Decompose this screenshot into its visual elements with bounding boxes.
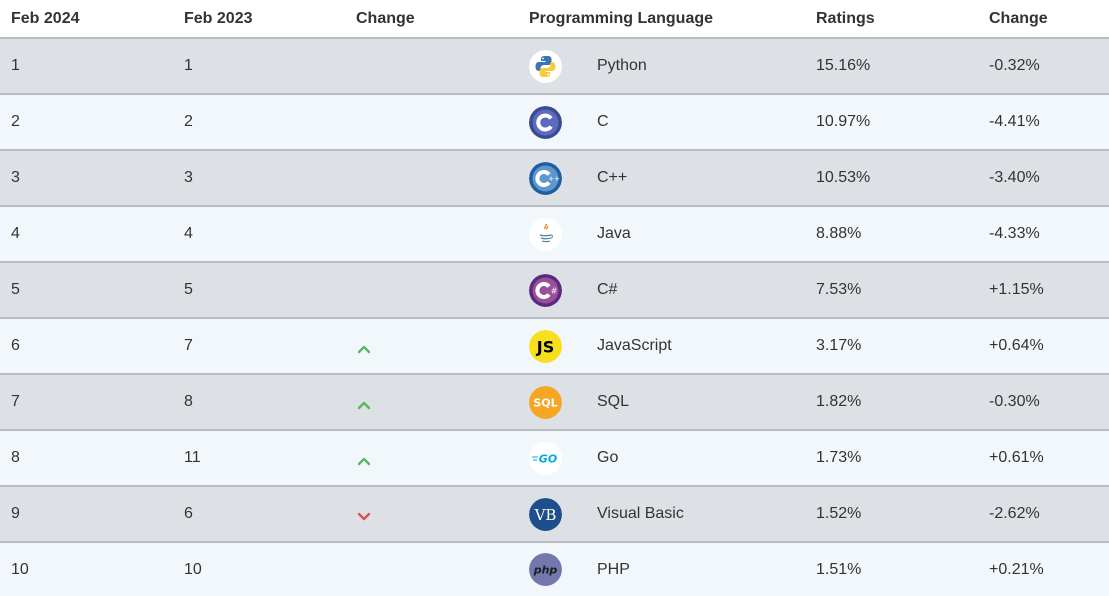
rank-feb-2023: 4 [184, 225, 193, 242]
svg-text:#: # [551, 286, 558, 295]
rank-feb-2024: 10 [11, 560, 29, 578]
python-logo-icon [529, 49, 562, 83]
java-logo-icon [529, 217, 562, 251]
table-row: 2 2 C 10.97% -4.41% [0, 95, 1109, 151]
language-name: C [597, 113, 609, 130]
rating-value: 1.73% [816, 449, 862, 466]
go-logo-text: GO [539, 452, 557, 465]
rating-change-value: -0.30% [989, 393, 1040, 410]
trend-up-arrow-icon [357, 453, 371, 466]
php-logo-text: php [533, 564, 558, 577]
rating-value: 8.88% [816, 225, 862, 242]
rank-feb-2023: 11 [184, 449, 201, 466]
header-programming-language: Programming Language [529, 9, 714, 27]
table-header: Feb 2024 Feb 2023 Change Programming Lan… [0, 0, 1109, 39]
rank-feb-2023: 7 [184, 337, 193, 354]
javascript-logo-icon: JS [529, 329, 562, 363]
language-name: C++ [597, 169, 628, 186]
trend-up-arrow-icon [357, 397, 371, 410]
table-row: 8 11 GO Go 1.73% +0.61% [0, 431, 1109, 487]
table-row: 3 3 ++ C++ 10.53% -3.40% [0, 151, 1109, 207]
javascript-logo-text: JS [536, 337, 554, 356]
rating-change-value: +0.61% [989, 449, 1044, 466]
rating-change-value: +0.21% [989, 560, 1044, 578]
csharp-logo-icon: # [529, 273, 562, 307]
table-row: 6 7 JS JavaScript 3.17% +0.64% [0, 319, 1109, 375]
rank-feb-2024: 5 [11, 281, 20, 298]
header-rank-change: Change [356, 9, 415, 27]
rank-feb-2023: 2 [184, 113, 193, 130]
header-ratings: Ratings [816, 9, 875, 27]
language-name: Go [597, 449, 619, 466]
table-row: 5 5 # C# 7.53% +1.15% [0, 263, 1109, 319]
rating-change-value: -4.33% [989, 225, 1040, 242]
visual-basic-logo-icon: VB [529, 497, 562, 531]
rank-feb-2024: 2 [11, 113, 20, 130]
header-feb-2023: Feb 2023 [184, 9, 253, 27]
c-logo-icon [529, 105, 562, 139]
rating-value: 15.16% [816, 57, 871, 74]
rating-change-value: -4.41% [989, 113, 1040, 130]
rank-feb-2023: 10 [184, 560, 202, 578]
language-name: Visual Basic [597, 505, 684, 522]
rank-feb-2023: 1 [184, 57, 193, 74]
rating-change-value: -3.40% [989, 169, 1040, 186]
rank-feb-2024: 4 [11, 225, 20, 242]
rank-feb-2024: 8 [11, 449, 20, 466]
rating-value: 7.53% [816, 281, 862, 298]
language-name: PHP [597, 560, 630, 578]
rating-value: 1.51% [816, 560, 862, 578]
rank-feb-2024: 6 [11, 337, 20, 354]
rank-feb-2024: 7 [11, 393, 20, 410]
rating-value: 10.97% [816, 113, 871, 130]
rating-change-value: +0.64% [989, 337, 1044, 354]
table-row: 7 8 SQL SQL 1.82% -0.30% [0, 375, 1109, 431]
trend-up-arrow-icon [357, 341, 371, 354]
rating-value: 1.82% [816, 393, 862, 410]
rank-feb-2023: 3 [184, 169, 193, 186]
language-name: Java [597, 225, 631, 242]
sql-logo-text: SQL [533, 396, 557, 409]
header-rating-change: Change [989, 9, 1048, 27]
rating-value: 10.53% [816, 169, 871, 186]
rank-feb-2024: 1 [11, 57, 20, 74]
svg-text:++: ++ [548, 175, 560, 183]
rank-feb-2023: 8 [184, 393, 193, 410]
table-row: 9 6 VB Visual Basic 1.52% -2.62% [0, 487, 1109, 543]
language-name: JavaScript [597, 337, 672, 354]
rating-value: 1.52% [816, 505, 862, 522]
language-name: Python [597, 57, 647, 74]
header-feb-2024: Feb 2024 [11, 9, 80, 27]
rank-feb-2023: 6 [184, 505, 193, 522]
table-row: 1 1 Python 15.16% -0.32% [0, 39, 1109, 95]
cpp-logo-icon: ++ [529, 161, 562, 195]
rating-change-value: -2.62% [989, 505, 1040, 522]
php-logo-icon: php [529, 553, 562, 586]
rank-feb-2023: 5 [184, 281, 193, 298]
rating-change-value: +1.15% [989, 281, 1044, 298]
language-name: SQL [597, 393, 630, 410]
language-name: C# [597, 281, 618, 298]
table-row: 10 10 php PHP 1.51% +0.21% [0, 543, 1109, 596]
sql-logo-icon: SQL [529, 385, 562, 419]
rating-value: 3.17% [816, 337, 862, 354]
rank-feb-2024: 3 [11, 169, 20, 186]
trend-down-arrow-icon [357, 509, 371, 521]
visual-basic-logo-text: VB [534, 506, 557, 524]
table-row: 4 4 Java 8.88% -4.33% [0, 207, 1109, 263]
rating-change-value: -0.32% [989, 57, 1040, 74]
go-logo-icon: GO [529, 441, 562, 475]
rank-feb-2024: 9 [11, 505, 20, 522]
